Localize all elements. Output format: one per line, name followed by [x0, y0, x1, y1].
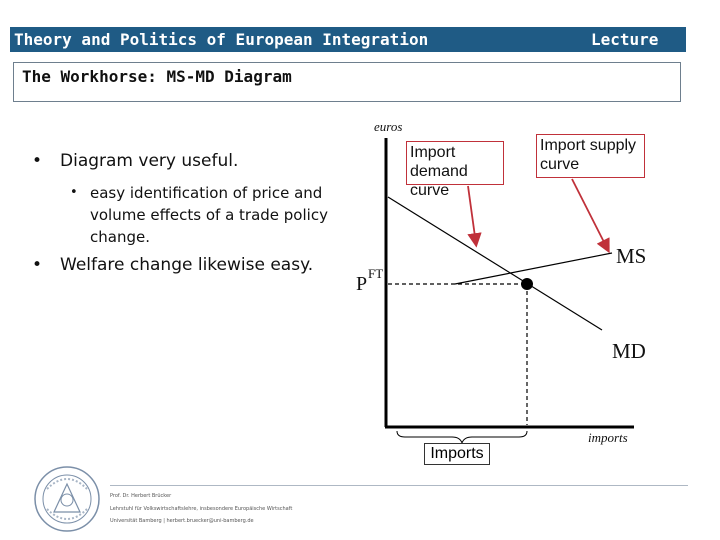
equilibrium-point [521, 278, 533, 290]
imports-label: Imports [424, 443, 490, 465]
bullet-text: Welfare change likewise easy. [60, 255, 314, 275]
bullet-dot-icon: • [32, 151, 43, 171]
demand-callout-arrow [467, 185, 482, 248]
import-demand-label: Import demand curve [406, 141, 504, 199]
import-supply-label: Import supply curve [536, 134, 645, 178]
sub-bullet-text: easy identification of price and volume … [90, 184, 328, 246]
price-superscript: FT [368, 266, 383, 281]
ms-label: MS [616, 244, 646, 268]
bullet-item: • Welfare change likewise easy. [30, 254, 330, 276]
bullet-dot-icon: • [70, 185, 78, 200]
md-label: MD [612, 339, 646, 363]
bullet-text: Diagram very useful. [60, 151, 239, 171]
slide-title: The Workhorse: MS-MD Diagram [22, 67, 292, 86]
sub-bullet-item: • easy identification of price and volume… [30, 182, 330, 248]
bullet-item: • Diagram very useful. [30, 150, 330, 172]
footer-line-3: Universität Bamberg | herbert.bruecker@u… [110, 518, 254, 524]
footer-divider [110, 485, 688, 486]
bullet-dot-icon: • [32, 255, 43, 275]
header-bar [10, 27, 686, 52]
bullet-list: • Diagram very useful. • easy identificati… [30, 150, 330, 286]
footer-line-2: Lehrstuhl für Volkswirtschaftslehre, ins… [110, 506, 293, 512]
footer-line-1: Prof. Dr. Herbert Brücker [110, 493, 172, 499]
imports-brace [396, 430, 528, 445]
price-label: P [356, 273, 367, 295]
lecture-label: Lecture [591, 30, 659, 49]
course-title: Theory and Politics of European Integrat… [14, 30, 429, 49]
supply-callout-arrow [571, 178, 610, 254]
y-axis-label: euros [374, 119, 402, 134]
x-axis-label: imports [588, 430, 628, 445]
ms-curve [454, 252, 613, 285]
slide-title-box [13, 62, 681, 102]
md-curve [387, 196, 603, 331]
university-seal-icon [34, 466, 100, 532]
